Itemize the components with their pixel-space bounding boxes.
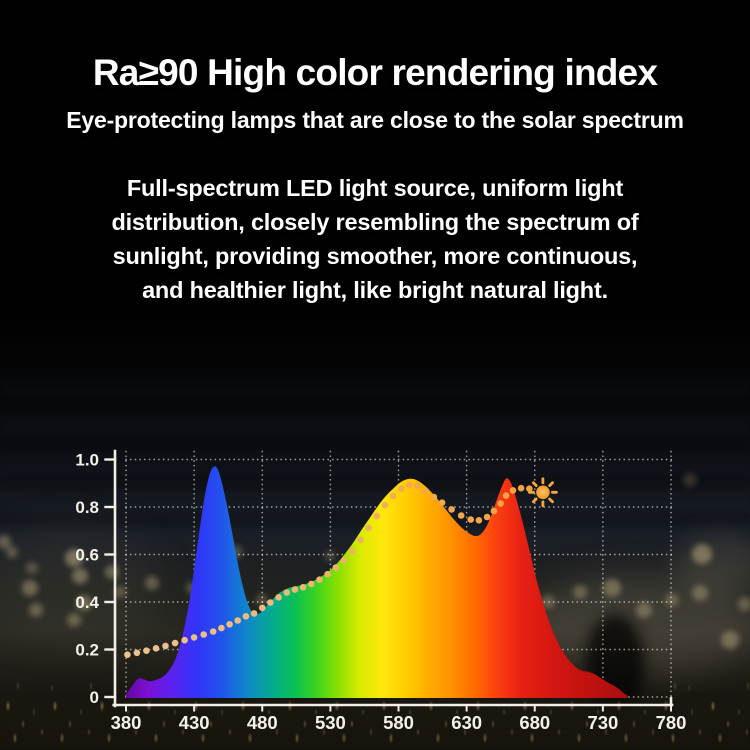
y-axis-label: 0.2 <box>75 641 99 660</box>
solar-dot <box>250 610 258 617</box>
solar-dot <box>490 507 498 515</box>
solar-dot <box>517 484 525 492</box>
solar-dot <box>259 604 266 612</box>
solar-dot <box>509 487 517 494</box>
led-spectrum-area <box>126 466 628 698</box>
solar-dot <box>133 649 141 657</box>
solar-dot <box>526 485 533 493</box>
solar-dot <box>438 499 446 507</box>
solar-dot <box>308 580 315 588</box>
solar-dot <box>397 485 405 493</box>
solar-dot <box>226 621 233 628</box>
solar-dot <box>357 536 364 544</box>
body-line: sunlight, providing smoother, more conti… <box>112 243 638 269</box>
solar-dot <box>457 512 465 519</box>
body-text: Full-spectrum LED light source, uniform … <box>15 171 735 307</box>
solar-dot <box>200 631 207 638</box>
x-axis-label: 480 <box>247 712 278 733</box>
solar-dot <box>365 524 372 532</box>
solar-spectrum-dots <box>124 481 533 658</box>
y-axis-label: 0.6 <box>75 546 99 565</box>
solar-dot <box>162 642 169 650</box>
solar-dot <box>502 492 510 499</box>
solar-dot <box>381 501 389 509</box>
x-axis-label: 680 <box>519 712 550 733</box>
header: Ra≥90 High color rendering index Eye-pro… <box>0 52 750 134</box>
solar-dot <box>267 599 274 606</box>
body-line: distribution, closely resembling the spe… <box>111 209 639 235</box>
solar-dot <box>275 594 282 601</box>
solar-dot <box>373 512 381 520</box>
solar-dot <box>291 586 299 593</box>
solar-dot <box>234 617 241 624</box>
solar-dot <box>181 636 188 644</box>
x-axis-label: 580 <box>383 712 414 733</box>
sun-disc <box>536 485 550 500</box>
solar-dot <box>209 628 217 635</box>
solar-dot <box>483 513 491 521</box>
solar-dot <box>422 487 430 495</box>
sun-ray <box>548 481 554 488</box>
solar-dot <box>448 506 455 513</box>
y-axis-label: 1.0 <box>75 451 99 470</box>
solar-dot <box>299 584 307 591</box>
y-axis-label: 0 <box>90 688 99 707</box>
solar-dot <box>332 564 340 571</box>
y-axis-label: 0.8 <box>75 498 99 517</box>
solar-dot <box>467 516 475 523</box>
sun-ray <box>548 497 554 504</box>
x-axis-label: 630 <box>451 712 482 733</box>
solar-dot <box>242 613 250 620</box>
sun-icon <box>528 477 558 508</box>
body-line: and healthier light, like bright natural… <box>142 277 608 303</box>
solar-dot <box>497 500 505 507</box>
x-axis-label: 730 <box>587 712 618 733</box>
x-axis-label: 530 <box>315 712 346 733</box>
solar-dot <box>152 645 160 652</box>
page-title: Ra≥90 High color rendering index <box>92 52 658 93</box>
x-axis-label: 430 <box>179 712 210 733</box>
sun-ray <box>532 481 538 488</box>
body-line: Full-spectrum LED light source, uniform … <box>126 175 624 201</box>
x-axis-label: 380 <box>111 712 142 733</box>
page-subtitle: Eye-protecting lamps that are close to t… <box>66 107 684 133</box>
tick-labels: 0 0.2 0.4 0.6 0.8 1.0 380 430 480 530 580 630 680 730… <box>75 451 686 734</box>
solar-dot <box>190 634 198 641</box>
solar-dot <box>430 493 438 501</box>
solar-dot <box>406 481 413 489</box>
solar-dot <box>348 547 356 555</box>
solar-dot <box>414 482 421 490</box>
solar-dot <box>283 589 291 596</box>
axes <box>104 449 674 712</box>
y-axis-label: 0.4 <box>75 593 99 612</box>
solar-dot <box>218 624 225 632</box>
solar-dot <box>324 570 331 578</box>
solar-dot <box>143 647 150 654</box>
sun-ray <box>532 497 538 504</box>
solar-dot <box>124 651 131 658</box>
solar-dot <box>340 557 348 564</box>
solar-dot <box>171 639 179 647</box>
solar-dot <box>475 517 483 524</box>
solar-dot <box>389 492 397 500</box>
x-axis-label: 780 <box>656 712 687 733</box>
solar-dot <box>316 576 323 583</box>
